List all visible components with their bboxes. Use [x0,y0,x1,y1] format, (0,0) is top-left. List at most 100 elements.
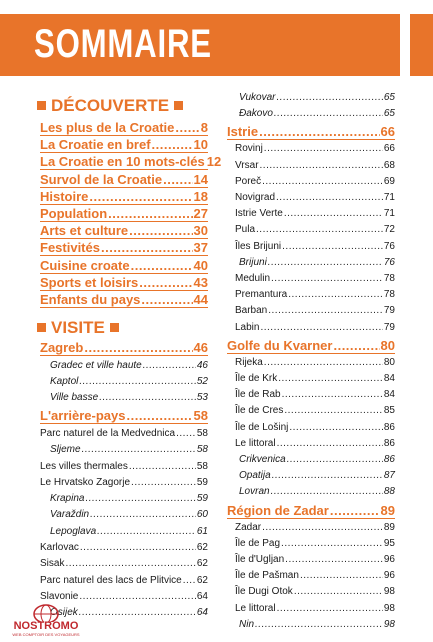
toc-entry-page: 87 [383,470,395,482]
leader-dots [268,257,383,268]
toc-entry-page: 86 [383,421,395,433]
toc-entry-page: 59 [196,493,208,505]
toc-entry: Premantura 78 [235,289,395,300]
leader-dots [131,477,196,488]
leader-dots [175,120,199,135]
toc-entry: Slavonie 64 [40,591,208,602]
toc-entry-page: 98 [383,586,395,598]
toc-entry-label: Île de Pašman [235,570,299,582]
toc-entry-label: Île d'Ugljan [235,554,285,565]
toc-entry-page: 86 [383,437,395,449]
toc-entry-label: Labin [235,321,260,333]
leader-dots [260,322,382,333]
toc-entry: Sports et loisirs 43 [40,275,208,291]
toc-entry-label: Sisak [40,558,65,570]
toc-entry-label: Premantura [235,289,288,301]
toc-entry-page: 58 [196,444,208,456]
toc-entry: Lepoglava 61 [50,526,208,537]
leader-dots [141,292,192,307]
toc-entry: Karlovac 62 [40,542,208,553]
toc-entry: Lovran 88 [239,486,395,497]
toc-entry-page: 53 [196,392,208,404]
toc-entry: La Croatie en bref 10 [40,137,208,154]
leader-dots [85,493,195,504]
toc-entry: Zagreb 46 [40,340,208,356]
toc-entry-label: Vrsar [235,159,259,171]
leader-dots [284,405,383,416]
leader-dots [256,224,383,235]
leader-dots [281,538,383,549]
toc-entry-label: Sljeme [50,444,81,456]
toc-entry-label: Enfants du pays [40,292,141,307]
leader-dots [99,392,196,403]
toc-entry-label: Région de Zadar [227,502,329,518]
toc-entry-page: 10 [193,137,208,153]
toc-entry: Le littoral 98 [235,603,395,614]
leader-dots [278,373,383,384]
toc-entry-label: Île de Rab [235,389,281,401]
toc-entry-label: Ville basse [50,392,99,404]
toc-entry: Brijuni 76 [239,257,395,268]
leader-dots [183,575,196,586]
toc-entry-page: 85 [383,405,395,417]
leader-dots [262,176,383,187]
toc-entry: Rijeka 80 [235,357,395,368]
toc-entry-page: 95 [383,537,395,549]
leader-dots [108,206,192,221]
toc-entry: Le Hrvatsko Zagorje 59 [40,477,208,488]
toc-entry: Vrsar 68 [235,160,395,171]
leader-dots [82,444,196,455]
leader-dots [294,586,383,597]
toc-entry-label: Osijek [50,607,78,619]
toc-entry-page: 72 [383,224,395,236]
leader-dots [176,428,196,439]
toc-entry-label: Karlovac [40,542,79,553]
toc-entry-page: 68 [383,159,395,171]
toc-entry-page: 88 [383,486,395,498]
toc-entry: Istrie 66 [227,124,395,141]
toc-entry-page: 27 [193,206,208,221]
toc-entry-page: 84 [383,373,395,384]
leader-dots [129,461,196,472]
toc-entry-label: Kaptol [50,375,79,387]
leader-dots [79,591,196,602]
title-banner: SOMMAIRE [0,14,400,76]
toc-entry-label: Population [40,206,108,221]
toc-entry-label: Slavonie [40,590,79,602]
toc-entry: Sisak 62 [40,558,208,569]
leader-dots [163,172,192,187]
toc-entry-page: 98 [383,602,395,614]
toc-entry-label: Zadar [235,521,262,533]
toc-entry-label: Istrie Verte [235,208,283,220]
leader-dots [277,92,383,103]
leader-dots [287,454,383,465]
toc-entry: Đakovo 65 [239,108,395,119]
square-bullet-icon [109,322,119,332]
toc-entry-page: 58 [193,408,208,424]
leader-dots [333,338,379,353]
toc-entry: Cuisine croate 40 [40,258,208,274]
leader-dots [152,137,193,152]
leader-dots [300,570,383,581]
toc-entry: Kaptol 52 [50,376,208,387]
leader-dots [89,189,192,204]
toc-entry-label: Survol de la Croatie [40,171,163,187]
section-heading-decouverte: DÉCOUVERTE [37,96,184,116]
toc-entry-page: 98 [383,618,395,630]
leader-dots [330,503,380,518]
toc-entry: Golfe du Kvarner 80 [227,338,395,354]
toc-entry-page: 71 [383,208,395,220]
toc-entry: Novigrad 71 [235,192,395,203]
leader-dots [65,558,195,569]
toc-entry-page: 78 [383,289,395,301]
toc-entry-page: 65 [383,108,395,120]
toc-entry: Pula 72 [235,224,395,235]
toc-entry-page: 46 [196,359,208,371]
toc-entry-page: 43 [193,274,208,290]
toc-entry: Barban 79 [235,305,395,316]
toc-entry-label: Les plus de la Croatie [40,120,175,135]
toc-entry-label: Sports et loisirs [40,274,139,290]
toc-entry-page: 80 [383,356,395,368]
toc-entry-page: 79 [383,321,395,333]
nostromo-logo: NOSTROMO WEB COMPTOIR DES VOYAGEURS [6,602,86,638]
